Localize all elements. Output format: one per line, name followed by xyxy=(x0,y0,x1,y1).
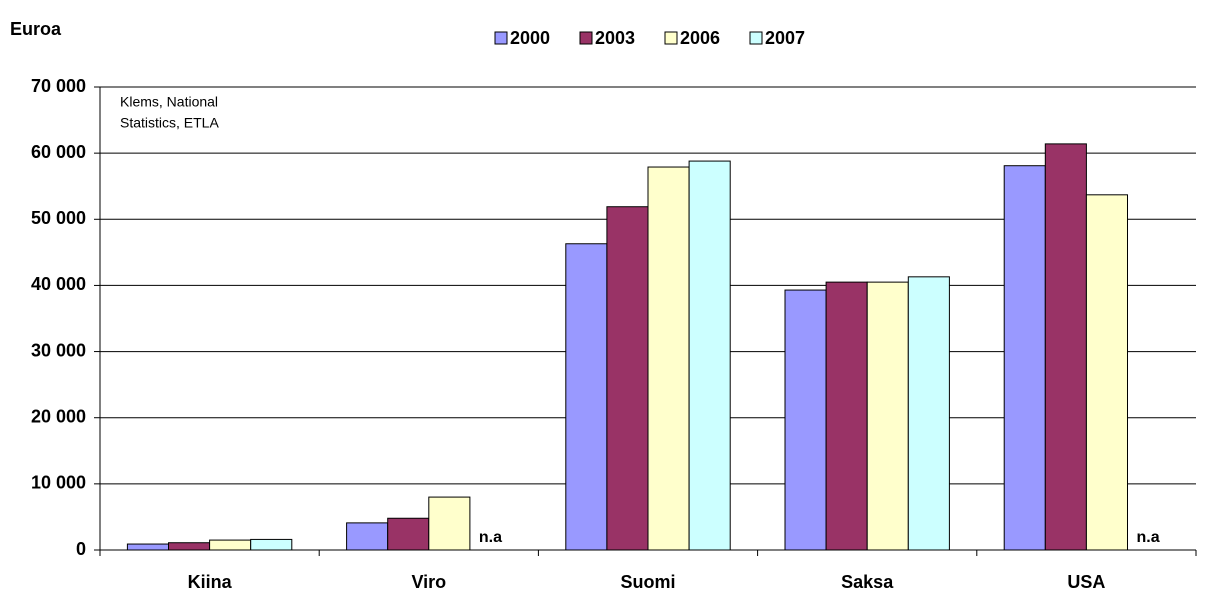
y-tick-label: 60 000 xyxy=(31,142,86,162)
bar xyxy=(606,206,649,551)
bar xyxy=(346,522,389,551)
legend-label: 2000 xyxy=(510,28,550,48)
bar xyxy=(1003,165,1046,551)
x-tick-label: Saksa xyxy=(841,572,894,592)
bar xyxy=(250,538,293,551)
legend-swatch xyxy=(579,31,593,45)
legend-swatch xyxy=(749,31,763,45)
y-tick-label: 40 000 xyxy=(31,274,86,294)
bar xyxy=(1044,143,1087,551)
x-tick-label: Viro xyxy=(411,572,446,592)
bar xyxy=(784,289,827,551)
y-tick-label: 0 xyxy=(76,539,86,559)
y-axis-label: Euroa xyxy=(10,19,62,39)
note: Klems, National xyxy=(120,94,218,110)
y-tick-label: 50 000 xyxy=(31,208,86,228)
bar xyxy=(428,496,471,551)
bar xyxy=(126,543,169,551)
y-tick-label: 10 000 xyxy=(31,473,86,493)
note: Statistics, ETLA xyxy=(120,115,219,131)
bar xyxy=(907,276,950,551)
x-tick-label: Suomi xyxy=(620,572,675,592)
bar xyxy=(866,281,909,551)
x-tick-label: Kiina xyxy=(188,572,233,592)
x-tick-label: USA xyxy=(1067,572,1105,592)
bar xyxy=(825,281,868,551)
legend-swatch xyxy=(664,31,678,45)
y-tick-label: 20 000 xyxy=(31,406,86,426)
annotation: n.a xyxy=(479,529,502,546)
bar xyxy=(168,542,211,551)
legend-swatch xyxy=(494,31,508,45)
bar xyxy=(387,517,430,551)
bar xyxy=(1085,194,1129,551)
bar xyxy=(209,539,252,551)
legend-label: 2006 xyxy=(680,28,720,48)
annotation: n.a xyxy=(1136,529,1159,546)
legend-label: 2003 xyxy=(595,28,635,48)
bar xyxy=(647,166,690,551)
bar xyxy=(688,160,731,551)
bar xyxy=(565,243,608,551)
y-tick-label: 70 000 xyxy=(31,76,86,96)
legend-label: 2007 xyxy=(765,28,805,48)
y-tick-label: 30 000 xyxy=(31,340,86,360)
